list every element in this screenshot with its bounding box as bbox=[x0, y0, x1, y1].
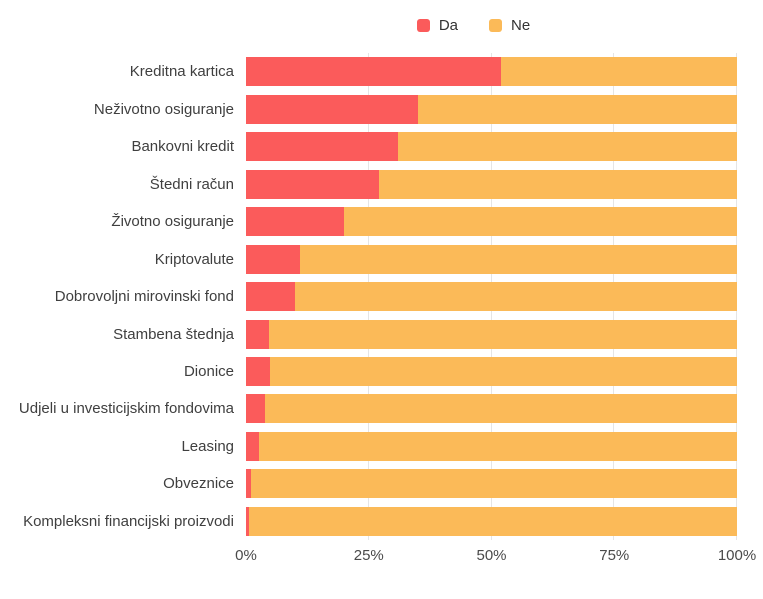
bar-segment-ne bbox=[259, 431, 737, 461]
bar-track bbox=[246, 431, 737, 461]
bar-track bbox=[246, 57, 737, 87]
bar-segment-da bbox=[246, 431, 260, 461]
bar-segment-ne bbox=[270, 356, 737, 386]
legend-label: Da bbox=[438, 17, 458, 34]
x-axis-tick-label: 100% bbox=[717, 547, 757, 564]
bar-segment-ne bbox=[249, 506, 737, 536]
bar-segment-da bbox=[246, 469, 251, 499]
bar-track bbox=[246, 94, 737, 124]
bar-row bbox=[246, 165, 737, 202]
x-axis-tick-label: 75% bbox=[599, 547, 630, 564]
legend-item-ne[interactable]: Ne bbox=[489, 18, 530, 33]
plot-area bbox=[246, 53, 737, 540]
bar-segment-da bbox=[246, 244, 300, 274]
bar-segment-da bbox=[246, 319, 270, 349]
bars bbox=[246, 53, 737, 540]
bar-segment-ne bbox=[250, 469, 737, 499]
category-label: Kriptovalute bbox=[154, 250, 234, 268]
bar-track bbox=[246, 169, 737, 199]
category-label: Štedni račun bbox=[149, 175, 234, 193]
category-label: Kreditna kartica bbox=[129, 63, 234, 81]
bar-segment-ne bbox=[295, 282, 737, 312]
category-label: Bankovni kredit bbox=[131, 138, 234, 156]
x-axis-tick-label: 0% bbox=[235, 547, 257, 564]
bar-segment-ne bbox=[501, 57, 737, 87]
bar-track bbox=[246, 394, 737, 424]
bar-track bbox=[246, 207, 737, 237]
bar-row bbox=[246, 353, 737, 390]
legend-swatch-icon bbox=[489, 19, 502, 32]
bar-segment-ne bbox=[300, 244, 737, 274]
category-label: Stambena štednja bbox=[113, 325, 234, 343]
bar-row bbox=[246, 390, 737, 427]
bar-segment-da bbox=[246, 394, 265, 424]
category-label: Leasing bbox=[181, 437, 234, 455]
legend: Da Ne bbox=[228, 18, 719, 33]
bar-segment-da bbox=[246, 57, 502, 87]
bar-track bbox=[246, 132, 737, 162]
category-label: Životno osiguranje bbox=[111, 213, 234, 231]
legend-label: Ne bbox=[511, 17, 531, 34]
category-labels: Kreditna kartica Neživotno osiguranje Bank… bbox=[0, 53, 240, 540]
bar-segment-ne bbox=[264, 394, 737, 424]
bar-row bbox=[246, 53, 737, 90]
x-axis: 0% 25% 50% 75% 100% bbox=[235, 547, 756, 567]
x-axis-tick-label: 25% bbox=[353, 547, 384, 564]
category-label: Neživotno osiguranje bbox=[93, 100, 234, 118]
bar-track bbox=[246, 356, 737, 386]
category-label: Kompleksni financijski proizvodi bbox=[23, 512, 234, 530]
category-label: Dionice bbox=[183, 362, 234, 380]
bar-segment-ne bbox=[398, 132, 737, 162]
bar-segment-ne bbox=[417, 94, 737, 124]
bar-row bbox=[246, 128, 737, 165]
category-label: Dobrovoljni mirovinski fond bbox=[54, 288, 234, 306]
bar-segment-da bbox=[246, 132, 399, 162]
bar-row bbox=[246, 315, 737, 352]
bar-row bbox=[246, 240, 737, 277]
legend-swatch-icon bbox=[416, 19, 430, 32]
category-label: Udjeli u investicijskim fondovima bbox=[18, 400, 234, 418]
bar-track bbox=[246, 469, 737, 499]
bar-row bbox=[246, 503, 737, 540]
bar-segment-ne bbox=[344, 207, 737, 237]
bar-row bbox=[246, 428, 737, 465]
bar-segment-ne bbox=[269, 319, 737, 349]
bar-track bbox=[246, 319, 737, 349]
legend-item-da[interactable]: Da bbox=[416, 17, 458, 34]
bar-row bbox=[246, 203, 737, 240]
x-axis-tick-label: 50% bbox=[476, 547, 507, 564]
category-label: Obveznice bbox=[163, 475, 234, 493]
bar-segment-da bbox=[246, 282, 296, 312]
bar-row bbox=[246, 278, 737, 315]
bar-segment-da bbox=[246, 506, 250, 536]
bar-segment-da bbox=[246, 207, 345, 237]
bar-segment-da bbox=[246, 94, 418, 124]
bar-segment-da bbox=[246, 169, 379, 199]
bar-row bbox=[246, 90, 737, 127]
bar-segment-ne bbox=[378, 169, 737, 199]
bar-track bbox=[246, 244, 737, 274]
bar-track bbox=[246, 282, 737, 312]
bar-segment-da bbox=[246, 356, 271, 386]
bar-row bbox=[246, 465, 737, 502]
bar-track bbox=[246, 506, 737, 536]
